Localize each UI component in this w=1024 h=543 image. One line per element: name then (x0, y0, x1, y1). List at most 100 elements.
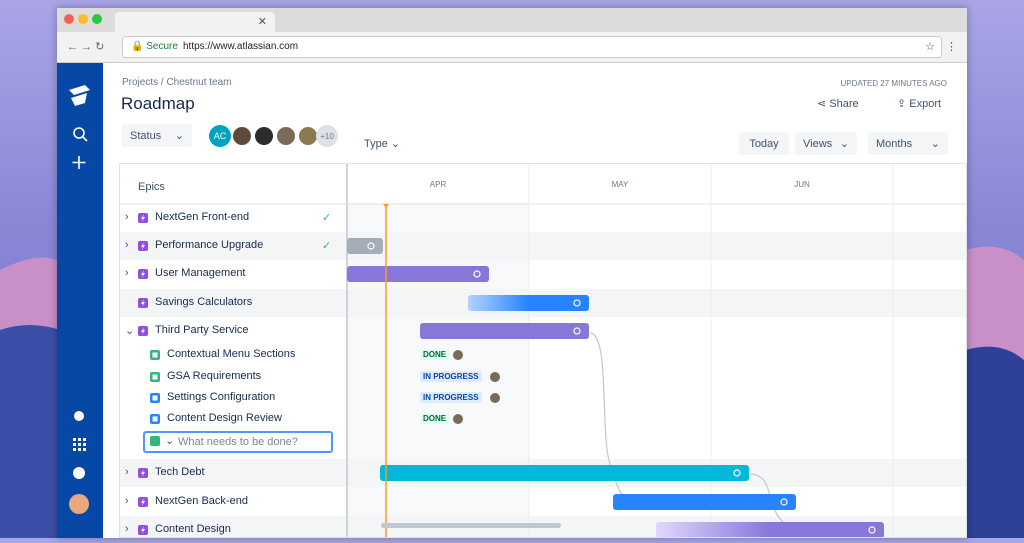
row-label[interactable]: Content Design (155, 523, 231, 535)
status-filter[interactable]: Status ⌄ (122, 124, 192, 147)
nav-icons (69, 85, 90, 514)
expander[interactable]: › (125, 466, 129, 478)
max-dot[interactable] (92, 14, 102, 24)
min-dot[interactable] (78, 14, 88, 24)
bolt (141, 214, 145, 222)
page-title: Roadmap (121, 94, 195, 113)
bolt (141, 469, 145, 477)
row-label[interactable]: GSA Requirements (167, 370, 262, 382)
bar-link (868, 526, 876, 534)
share-label: Share (829, 98, 859, 110)
type-filter[interactable]: Type ⌄ (364, 138, 401, 150)
row-label[interactable]: Settings Configuration (167, 391, 276, 403)
bar-link (780, 498, 788, 506)
status-lozenge: IN PROGRESS (420, 392, 482, 403)
issue-icon-inner (152, 416, 158, 422)
input-type-chevron[interactable]: ⌄ (165, 435, 175, 447)
status-lozenge: DONE (420, 349, 450, 360)
share-button[interactable]: ⋖ Share (817, 98, 859, 110)
expander[interactable]: › (125, 495, 129, 507)
assignee (490, 393, 500, 403)
header-row (120, 164, 966, 204)
url-field[interactable]: 🔒 Secure https://www.atlassian.com ☆ (122, 36, 942, 58)
expander[interactable]: › (125, 523, 129, 535)
url: https://www.atlassian.com (183, 41, 299, 52)
assignee (453, 414, 463, 424)
timeline: APR MAY JUN (120, 164, 966, 537)
row-label[interactable]: Tech Debt (155, 466, 205, 478)
epic-bar (613, 494, 796, 510)
epics-header: Epics (138, 181, 165, 193)
assignee (490, 372, 500, 382)
row-label[interactable]: Savings Calculators (155, 296, 253, 308)
roadmap: APR MAY JUN Epics › NextGen Front-end ✓ › Perf… (119, 163, 967, 538)
row-label[interactable]: User Management (155, 267, 246, 279)
placeholder: What needs to be done? (178, 436, 298, 448)
issue-icon-inner (152, 395, 158, 401)
scrollbar (381, 523, 561, 528)
secure-label: Secure (146, 41, 178, 52)
export-label: Export (909, 98, 942, 110)
bar-link (573, 327, 581, 335)
nav-buttons[interactable]: ← → ↻ (67, 41, 105, 53)
bar-link (733, 469, 741, 477)
today-button[interactable]: Today (739, 132, 789, 155)
expander[interactable]: › (125, 267, 129, 279)
bolt (141, 498, 145, 506)
input-icon (150, 436, 160, 446)
avatar[interactable]: AC (209, 125, 231, 147)
month-label: MAY (612, 180, 629, 189)
status-label: Status (130, 129, 162, 142)
issue-icon-inner (152, 352, 158, 358)
epic-bar (380, 465, 749, 481)
row-label[interactable]: Content Design Review (167, 412, 282, 424)
bolt (141, 327, 145, 335)
side-nav (57, 63, 103, 538)
epic-bar (420, 323, 589, 339)
avatars[interactable] (231, 125, 319, 147)
done-check: ✓ (322, 240, 332, 252)
row-label[interactable]: Performance Upgrade (155, 239, 264, 251)
expander[interactable]: › (125, 211, 129, 223)
epic-bar (347, 266, 489, 282)
views-button[interactable]: Views ⌄ (795, 132, 857, 155)
bolt (141, 242, 145, 250)
new-issue-input[interactable] (143, 431, 333, 453)
browser-window: ✕ ← → ↻ 🔒 Secure https://www.atlassian.c… (57, 8, 967, 538)
epic-bar (656, 522, 884, 537)
bar-link (573, 299, 581, 307)
tab-bar: ✕ (57, 8, 967, 32)
issue-icon-inner (152, 374, 158, 380)
views-label: Views (803, 137, 833, 150)
bolt (141, 526, 145, 534)
month-label: JUN (794, 180, 810, 189)
close-dot[interactable] (64, 14, 74, 24)
row-label[interactable]: Contextual Menu Sections (167, 348, 296, 360)
assignee (453, 350, 463, 360)
expander[interactable]: › (125, 239, 129, 251)
bolt (141, 299, 145, 307)
address-bar: ← → ↻ 🔒 Secure https://www.atlassian.com… (57, 32, 967, 63)
months-label: Months (876, 137, 913, 150)
expander[interactable]: ⌄ (125, 325, 135, 337)
star[interactable]: ☆ (925, 41, 935, 53)
row-label[interactable]: Third Party Service (155, 324, 249, 336)
export-button[interactable]: ⇪ Export (897, 98, 942, 110)
breadcrumb[interactable]: Projects / Chestnut team (122, 77, 232, 88)
updated: UPDATED 27 MINUTES AGO (840, 79, 947, 88)
month-shade (347, 204, 529, 537)
months-button[interactable]: Months ⌄ (868, 132, 948, 155)
epic-bar (347, 238, 383, 254)
row-shade (120, 232, 966, 260)
more-people[interactable]: +10 (316, 125, 338, 147)
month-label: APR (430, 180, 447, 189)
bar-link (473, 270, 481, 278)
epic-bar (468, 295, 589, 311)
menu[interactable]: ⋮ (946, 41, 957, 53)
secure: 🔒 Secure (131, 41, 178, 52)
row-label[interactable]: NextGen Front-end (155, 211, 250, 223)
bar-link (367, 242, 375, 250)
tab[interactable]: ✕ (115, 12, 275, 32)
row-label[interactable]: NextGen Back-end (155, 495, 248, 507)
